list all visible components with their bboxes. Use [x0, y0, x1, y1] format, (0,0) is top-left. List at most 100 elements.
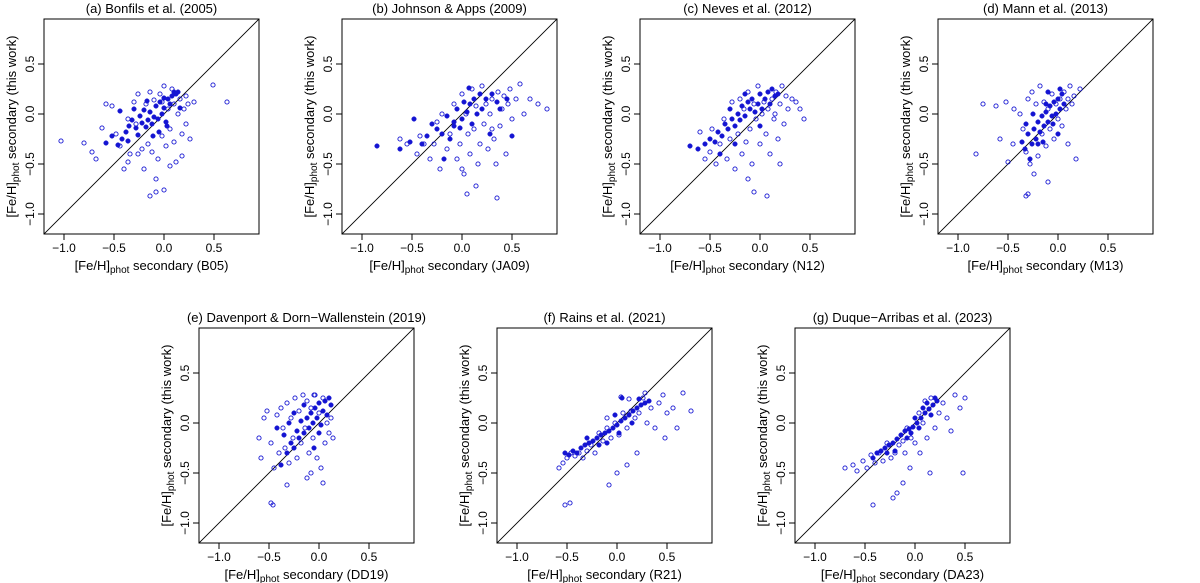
filled-point	[1047, 103, 1053, 109]
open-point	[957, 405, 963, 411]
filled-point	[920, 405, 926, 411]
filled-point	[459, 116, 465, 122]
panel-d: (d) Mann et al. (2013) −1.0 −0.5 0.0 0.5 −1.0…	[898, 1, 1154, 276]
filled-point	[1040, 139, 1046, 145]
filled-point	[461, 99, 467, 105]
y-label-suffix: secondary (this work)	[898, 35, 913, 162]
open-point	[493, 161, 499, 167]
open-point	[320, 480, 326, 486]
open-point	[544, 106, 550, 112]
filled-point	[757, 91, 763, 97]
open-point	[779, 83, 785, 89]
filled-point	[291, 445, 297, 451]
open-point	[781, 121, 787, 127]
open-point	[608, 435, 614, 441]
x-tick-label: 0.5	[361, 550, 378, 564]
open-point	[271, 465, 277, 471]
y-axis-label: [Fe/H]phot secondary (this work)	[898, 35, 916, 217]
y-label-sub: phot	[11, 162, 22, 182]
open-point	[316, 410, 322, 416]
filled-point	[139, 120, 145, 126]
x-label-ref: (B05)	[193, 258, 228, 273]
open-point	[417, 133, 423, 139]
open-point	[864, 465, 870, 471]
open-point	[920, 420, 926, 426]
x-label-suffix: secondary	[424, 258, 488, 273]
one-to-one-line	[640, 19, 855, 234]
open-point	[467, 151, 473, 157]
open-point	[993, 103, 999, 109]
open-point	[729, 99, 735, 105]
open-point	[527, 96, 533, 102]
x-label-ref: (DD19)	[343, 567, 389, 582]
x-label-ref: (R21)	[646, 567, 682, 582]
filled-point	[884, 450, 890, 456]
open-point	[464, 191, 470, 197]
open-point	[1027, 161, 1033, 167]
x-label-suffix: secondary	[279, 567, 343, 582]
filled-point	[910, 424, 916, 430]
open-point	[264, 408, 270, 414]
filled-point	[616, 430, 622, 436]
open-point	[771, 116, 777, 122]
y-tick-label: −1.0	[178, 511, 192, 535]
open-point	[509, 116, 515, 122]
filled-point	[126, 123, 132, 129]
open-point	[149, 149, 155, 155]
plot-frame	[496, 327, 713, 544]
panel-title: (g) Duque−Arribas et al. (2023)	[813, 310, 993, 325]
filled-point	[131, 106, 137, 112]
filled-point	[286, 420, 292, 426]
filled-point	[622, 415, 628, 421]
y-label-main: [Fe/H]	[159, 491, 174, 526]
open-point	[437, 166, 443, 172]
filled-point	[594, 435, 600, 441]
x-tick-label: −1.0	[946, 241, 970, 255]
filled-point	[308, 410, 314, 416]
filled-point	[487, 131, 493, 137]
open-point	[473, 183, 479, 189]
open-point	[1055, 116, 1061, 122]
open-point	[777, 101, 783, 107]
open-point	[757, 141, 763, 147]
x-label-sub: phot	[563, 574, 583, 583]
open-point	[125, 159, 131, 165]
open-point	[491, 136, 497, 142]
filled-point	[922, 410, 928, 416]
open-point	[783, 93, 789, 99]
x-tick-label: 0.5	[504, 241, 521, 255]
plot-frame	[639, 18, 856, 235]
open-point	[495, 89, 501, 95]
open-point	[181, 106, 187, 112]
open-point	[284, 482, 290, 488]
x-label-main: [Fe/H]	[75, 258, 110, 273]
y-axis-label: [Fe/H]phot secondary (this work)	[4, 35, 22, 217]
filled-point	[324, 412, 330, 418]
filled-point	[757, 123, 763, 129]
filled-point	[918, 415, 924, 421]
filled-point	[157, 99, 163, 105]
x-label-ref: (N12)	[789, 258, 825, 273]
open-point	[1059, 123, 1065, 129]
x-tick-label: 0.0	[156, 241, 173, 255]
filled-point	[119, 136, 125, 142]
filled-point	[301, 402, 307, 408]
open-point	[397, 136, 403, 142]
filled-point	[424, 133, 430, 139]
open-point	[1049, 91, 1055, 97]
open-point	[626, 396, 632, 402]
open-point	[187, 136, 193, 142]
open-point	[284, 400, 290, 406]
open-point	[294, 455, 300, 461]
open-point	[535, 101, 541, 107]
open-point	[477, 141, 483, 147]
x-label-main: [Fe/H]	[527, 567, 562, 582]
filled-point	[1029, 141, 1035, 147]
open-point	[670, 405, 676, 411]
open-point	[709, 126, 715, 132]
filled-point	[466, 85, 472, 91]
y-label-suffix: secondary (this work)	[159, 344, 174, 471]
open-point	[777, 161, 783, 167]
filled-point	[732, 123, 738, 129]
filled-point	[604, 440, 610, 446]
